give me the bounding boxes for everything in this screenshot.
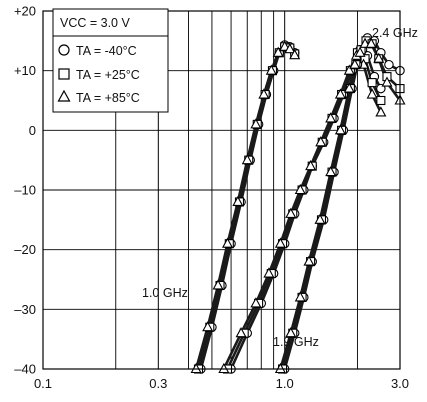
- legend-header: VCC = 3.0 V: [60, 16, 130, 30]
- data-point-triangle: [218, 362, 230, 374]
- data-point-triangle: [349, 58, 361, 69]
- data-point-triangle: [274, 237, 286, 248]
- data-point-square: [367, 78, 377, 88]
- data-point-triangle: [314, 213, 326, 224]
- tick-labels: +20 +10 0 –10 –20 –30 –400.1 0.3 1.0 3.0: [14, 4, 409, 392]
- data-point-triangle: [343, 64, 355, 75]
- data-point-triangle: [250, 118, 262, 129]
- data-point-triangle: [265, 64, 277, 75]
- data-point-triangle: [272, 46, 284, 57]
- data-point-triangle: [284, 43, 296, 54]
- data-point-triangle: [279, 40, 291, 51]
- data-point-triangle: [334, 88, 346, 99]
- x-tick-label: 3.0: [391, 376, 409, 391]
- data-point-triangle: [294, 291, 306, 302]
- data-point-triangle: [354, 46, 366, 57]
- data-point-triangle: [305, 159, 317, 171]
- data-point-triangle: [294, 183, 306, 195]
- x-tick-label: 0.1: [34, 376, 52, 391]
- y-tick-label: 0: [29, 123, 36, 138]
- data-point-triangle: [190, 362, 202, 374]
- y-tick-label: +20: [14, 4, 36, 19]
- legend-square-icon: [58, 68, 70, 80]
- data-point-triangle: [373, 52, 385, 63]
- data-point-circle: [384, 59, 394, 70]
- data-point-triangle: [235, 327, 247, 338]
- data-point-triangle: [375, 106, 387, 117]
- data-point-triangle: [381, 76, 393, 87]
- legend-circle-icon: [58, 44, 70, 56]
- legend-entry-label: TA = +25°C: [76, 68, 140, 82]
- y-tick-label: –10: [14, 183, 36, 198]
- data-point-triangle: [315, 136, 327, 147]
- annotation-1-0-ghz: 1.0 GHz: [142, 286, 188, 300]
- legend-entry-label: TA = -40°C: [76, 44, 137, 58]
- data-point-triangle: [274, 362, 286, 374]
- legend-box: [52, 8, 169, 113]
- y-tick-label: –30: [14, 302, 36, 317]
- annotation-2-4-ghz: 2.4 GHz: [372, 26, 418, 40]
- data-point-triangle: [325, 112, 337, 123]
- x-tick-label: 0.3: [149, 376, 167, 391]
- legend-entry-label: TA = +85°C: [76, 91, 140, 105]
- data-point-triangle: [212, 279, 224, 290]
- data-point-triangle: [303, 255, 315, 266]
- data-point-triangle: [285, 207, 297, 218]
- data-point-triangle: [250, 297, 262, 308]
- y-tick-label: –20: [14, 242, 36, 257]
- data-point-square: [376, 95, 386, 106]
- data-point-triangle: [365, 37, 377, 48]
- plot-frame: [42, 10, 401, 370]
- legend-triangle-icon: [57, 89, 71, 102]
- data-point-triangle: [258, 88, 270, 99]
- data-point-triangle: [289, 48, 301, 60]
- data-point-triangle: [263, 267, 275, 278]
- data-point-triangle: [232, 195, 244, 206]
- data-point-triangle: [241, 154, 253, 165]
- data-point-triangle: [221, 237, 234, 248]
- annotation-1-9-ghz: 1.9 GHz: [273, 335, 319, 349]
- data-point-triangle: [366, 88, 378, 99]
- data-point-triangle: [285, 327, 297, 338]
- series-line: [229, 48, 383, 371]
- data-point-triangle: [343, 82, 355, 93]
- y-tick-label: –40: [14, 362, 36, 377]
- data-point-triangle: [202, 321, 214, 332]
- y-tick-label: +10: [14, 63, 36, 78]
- data-point-triangle: [325, 165, 337, 177]
- data-point-triangle: [334, 124, 346, 135]
- x-tick-label: 1.0: [276, 376, 294, 391]
- series-lines: [194, 36, 402, 371]
- legend: VCC = 3.0 V TA = -40°C TA = +25°C TA = +…: [52, 8, 169, 113]
